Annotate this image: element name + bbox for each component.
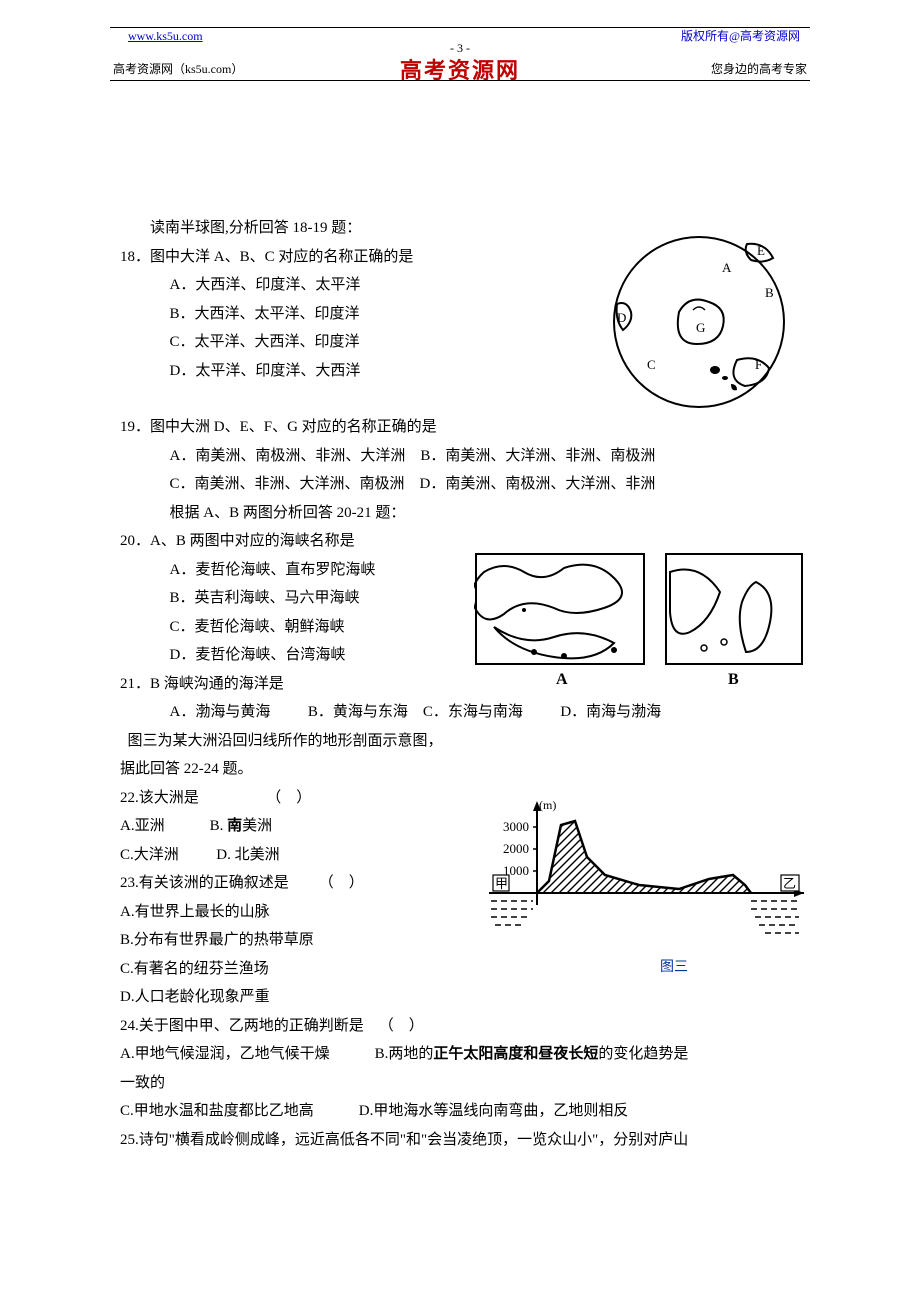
q19-cd: C．南美洲、非洲、大洋洲、南极洲 D．南美洲、南极洲、大洋洲、非洲 bbox=[120, 470, 810, 499]
q24-stem: 24.关于图中甲、乙两地的正确判断是 （ ） bbox=[120, 1012, 810, 1041]
q23-d: D.人口老龄化现象严重 bbox=[120, 983, 810, 1012]
q24-row-ab: A.甲地气候湿润，乙地气候干燥 B.两地的正午太阳高度和昼夜长短的变化趋势是 bbox=[120, 1040, 810, 1069]
strait-label-b: B bbox=[728, 671, 739, 688]
figure-globe: A B C D E F G bbox=[607, 232, 792, 412]
header-right: 您身边的高考专家 bbox=[711, 58, 807, 81]
fig3-label-jia: 甲 bbox=[495, 876, 508, 891]
q24-b-bold: 正午太阳高度和昼夜长短 bbox=[433, 1046, 598, 1062]
q19-stem: 19．图中大洲 D、E、F、G 对应的名称正确的是 bbox=[120, 413, 810, 442]
intro-20-21: 根据 A、B 两图分析回答 20-21 题： bbox=[120, 499, 810, 528]
header-divider bbox=[110, 80, 810, 81]
fig3-label-yi: 乙 bbox=[783, 876, 796, 891]
q24-b-pre: B.两地的 bbox=[375, 1046, 434, 1062]
svg-text:B: B bbox=[765, 285, 774, 300]
figure-straits: A B bbox=[474, 552, 804, 692]
svg-text:C: C bbox=[647, 357, 656, 372]
footer-copyright: 版权所有@高考资源网 bbox=[681, 25, 800, 48]
q24-a: A.甲地气候湿润，乙地气候干燥 bbox=[120, 1046, 330, 1062]
figure-cross-section: (m) 3000 2000 1000 bbox=[489, 795, 804, 955]
svg-text:F: F bbox=[755, 357, 762, 372]
intro-22-24-b: 据此回答 22-24 题。 bbox=[120, 755, 810, 784]
q19-ab: A．南美洲、南极洲、非洲、大洋洲 B．南美洲、大洋洲、非洲、南极洲 bbox=[120, 442, 810, 471]
strait-label-a: A bbox=[556, 671, 568, 688]
svg-text:G: G bbox=[696, 320, 705, 335]
q22-a: A.亚洲 bbox=[120, 818, 165, 834]
q22-b-bold: 南 bbox=[223, 818, 242, 834]
q22-b-tail: 美洲 bbox=[242, 818, 272, 834]
fig3-caption: 图三 bbox=[660, 955, 688, 982]
q24-b-post: 的变化趋势是 bbox=[598, 1046, 688, 1062]
svg-text:A: A bbox=[722, 260, 732, 275]
q22-b-pre: B. bbox=[210, 818, 224, 834]
fig3-tick-3000: 3000 bbox=[503, 819, 529, 834]
q24-gap bbox=[330, 1046, 375, 1062]
q25: 25.诗句"横看成岭侧成峰，远近高低各不同"和"会当凌绝顶，一览众山小"，分别对… bbox=[120, 1126, 810, 1155]
q24-b-line2: 一致的 bbox=[120, 1069, 810, 1098]
svg-text:E: E bbox=[757, 243, 765, 258]
q21-options: A．渤海与黄海 B．黄海与东海 C．东海与南海 D．南海与渤海 bbox=[120, 698, 810, 727]
q23-c: C.有著名的纽芬兰渔场 bbox=[120, 955, 810, 984]
intro-22-24-a: 图三为某大洲沿回归线所作的地形剖面示意图， bbox=[120, 727, 810, 756]
svg-text:D: D bbox=[617, 310, 626, 325]
fig3-tick-2000: 2000 bbox=[503, 841, 529, 856]
fig3-unit: (m) bbox=[539, 798, 556, 812]
q22-gap bbox=[165, 818, 210, 834]
q24-cd: C.甲地水温和盐度都比乙地高 D.甲地海水等温线向南弯曲，乙地则相反 bbox=[120, 1097, 810, 1126]
